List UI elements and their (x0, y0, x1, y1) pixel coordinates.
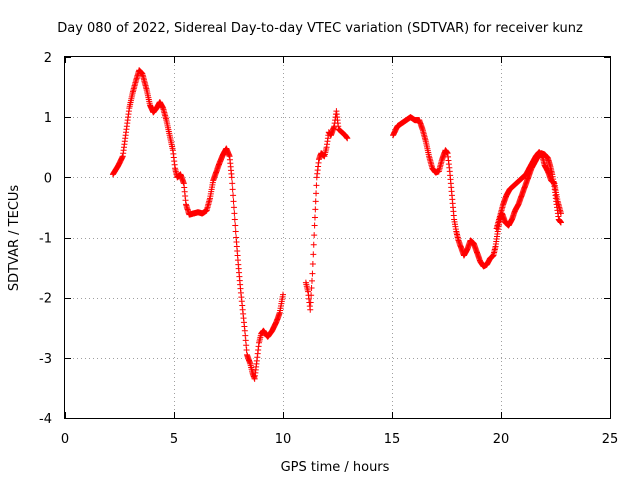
data-point (308, 277, 315, 284)
data-point (312, 198, 319, 205)
data-points (109, 67, 564, 382)
data-point (557, 219, 564, 226)
data-point (231, 210, 238, 217)
y-tick-label: -1 (39, 232, 52, 247)
y-tick-label: 1 (44, 111, 52, 126)
data-point (311, 232, 318, 239)
y-tick-label: -4 (39, 412, 52, 427)
x-tick-label: 15 (384, 432, 401, 447)
x-tick-label: 5 (170, 432, 178, 447)
data-point (230, 192, 237, 199)
data-point (229, 186, 236, 193)
data-point (230, 198, 237, 205)
chart-title: Day 080 of 2022, Sidereal Day-to-day VTE… (57, 21, 583, 36)
x-axis-label: GPS time / hours (281, 460, 390, 475)
data-point (311, 214, 318, 221)
y-tick-label: 2 (44, 51, 52, 66)
data-point (310, 241, 317, 248)
data-point (313, 190, 320, 197)
y-tick-label: -3 (39, 352, 52, 367)
x-tick-label: 0 (61, 432, 69, 447)
data-point (232, 228, 239, 235)
data-point (311, 222, 318, 229)
data-point (230, 204, 237, 211)
data-point (231, 216, 238, 223)
data-point (313, 182, 320, 189)
data-point (232, 222, 239, 229)
data-point (308, 285, 315, 292)
plot-frame (64, 56, 611, 419)
data-point (229, 180, 236, 187)
data-point (344, 135, 351, 142)
data-point (307, 306, 314, 313)
data-point (310, 251, 317, 258)
y-tick-label: -2 (39, 292, 52, 307)
x-tick-label: 20 (493, 432, 510, 447)
data-point (557, 210, 564, 217)
y-axis-label: SDTVAR / TECUs (7, 185, 22, 292)
data-point (309, 260, 316, 267)
y-tick-label: 0 (44, 171, 52, 186)
x-tick-label: 10 (275, 432, 292, 447)
data-point (307, 299, 314, 306)
data-point (228, 174, 235, 181)
data-point (308, 292, 315, 299)
axis-ticks: 0 5 10 15 20 25 -4 -3 -2 -1 0 1 2 (39, 51, 618, 447)
data-point (309, 270, 316, 277)
data-point (280, 291, 286, 298)
data-point (312, 206, 319, 213)
x-tick-label: 25 (602, 432, 619, 447)
